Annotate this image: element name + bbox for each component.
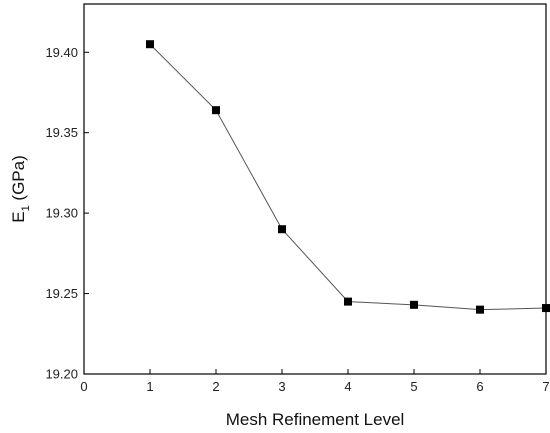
- y-axis-label: E1 (GPa): [9, 155, 32, 223]
- x-tick-label: 5: [410, 379, 417, 394]
- x-tick-label: 4: [344, 379, 351, 394]
- data-point-marker: [476, 305, 484, 314]
- x-tick-label: 3: [278, 379, 285, 394]
- data-point-marker: [146, 40, 154, 49]
- series-markers: [146, 40, 550, 314]
- y-axis-label-main: E: [9, 211, 28, 222]
- data-point-marker: [410, 300, 418, 309]
- x-tick-label: 1: [146, 379, 153, 394]
- x-tick-label: 6: [476, 379, 483, 394]
- x-axis-label: Mesh Refinement Level: [226, 410, 405, 429]
- x-tick-label: 0: [80, 379, 87, 394]
- x-tick-label: 2: [212, 379, 219, 394]
- data-point-marker: [344, 297, 352, 306]
- y-axis-label-subscript: 1: [20, 205, 32, 211]
- y-tick-label: 19.30: [45, 206, 78, 221]
- y-tick-label: 19.20: [45, 367, 78, 382]
- data-point-marker: [542, 304, 550, 313]
- x-axis-ticks: 0 1 2 3 4 5 6 7: [80, 369, 550, 394]
- y-tick-label: 19.35: [45, 125, 78, 140]
- y-tick-label: 19.40: [45, 45, 78, 60]
- y-axis-label-unit: (GPa): [9, 155, 28, 205]
- data-point-marker: [278, 225, 286, 234]
- y-axis-ticks: 19.20 19.25 19.30 19.35 19.40: [45, 45, 89, 382]
- y-tick-label: 19.25: [45, 286, 78, 301]
- series-line: [149, 43, 547, 311]
- plot-frame: [83, 3, 547, 375]
- x-tick-label: 7: [542, 379, 549, 394]
- data-point-marker: [212, 106, 220, 115]
